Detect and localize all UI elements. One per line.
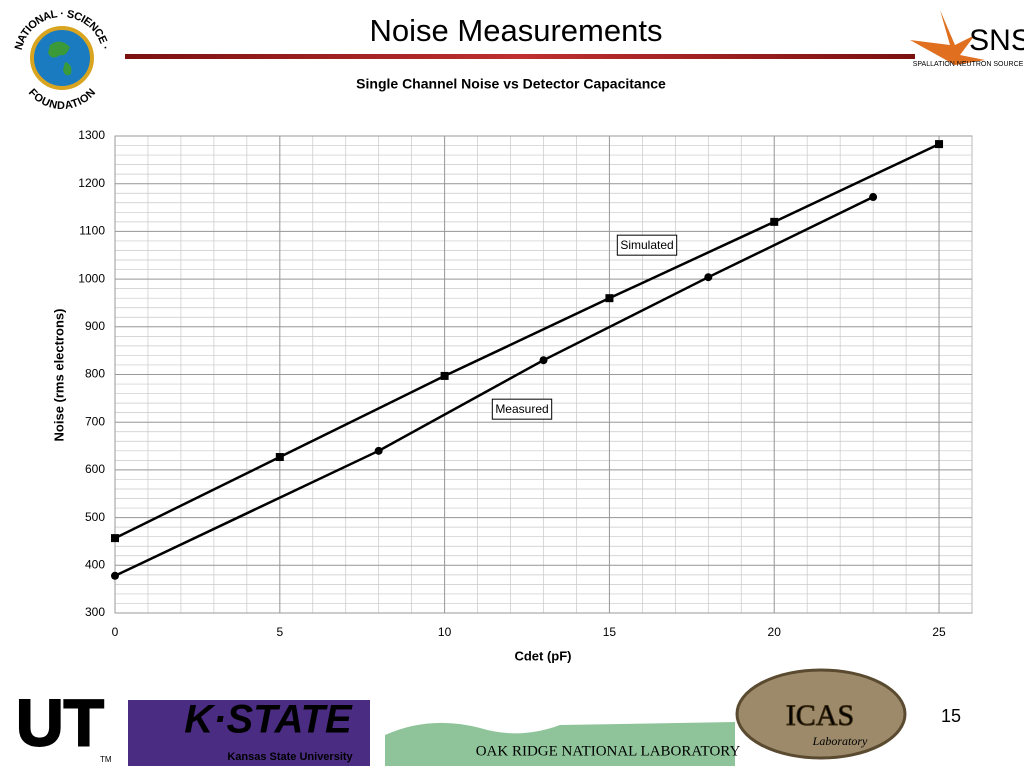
- series-label-box: [491, 398, 553, 420]
- marker: [111, 534, 119, 543]
- logo-text: OAK RIDGE NATIONAL LABORATORY: [476, 743, 741, 759]
- marker: [605, 294, 614, 303]
- y-axis-label: Noise (rms electrons): [51, 309, 66, 442]
- marker: [935, 140, 944, 149]
- y-tick-label: 900: [85, 319, 105, 333]
- marker: [275, 453, 284, 462]
- logo-text: UT: [16, 685, 104, 759]
- logo-text: SNS: [969, 24, 1024, 57]
- y-tick-label: 800: [85, 367, 105, 381]
- y-tick-label: 700: [85, 414, 105, 428]
- series-label: Simulated: [620, 238, 673, 252]
- y-tick-label: 1300: [78, 128, 105, 142]
- kstate-logo: K·STATE Kansas State University: [128, 698, 370, 766]
- marker: [704, 273, 713, 282]
- y-tick-label: 1200: [78, 176, 105, 190]
- x-tick-label: 0: [112, 625, 119, 639]
- logo-text: Kansas State University: [227, 751, 353, 763]
- chart-title: Single Channel Noise vs Detector Capacit…: [356, 76, 666, 92]
- marker: [539, 356, 548, 365]
- x-tick-label: 15: [603, 625, 617, 639]
- y-tick-label: 1100: [79, 224, 105, 238]
- logo-text: K·STATE: [184, 698, 353, 742]
- series-label-box: [616, 234, 678, 256]
- logo-text: FOUNDATION: [26, 86, 98, 112]
- sns-logo: SNS SPALLATION NEUTRON SOURCE: [910, 10, 1024, 68]
- y-tick-label: 1000: [78, 271, 105, 285]
- x-tick-label: 10: [438, 625, 452, 639]
- marker: [770, 217, 779, 226]
- ornl-logo: OAK RIDGE NATIONAL LABORATORY: [385, 722, 740, 766]
- ut-logo: UT TM: [15, 684, 112, 764]
- page-number: 15: [941, 706, 961, 726]
- y-tick-label: 500: [85, 510, 105, 524]
- logo-text: ICAS: [786, 699, 854, 732]
- x-tick-label: 5: [276, 625, 283, 639]
- chart: Single Channel Noise vs Detector Capacit…: [51, 76, 973, 663]
- x-tick-label: 25: [932, 625, 946, 639]
- icas-logo: ICAS Laboratory: [735, 668, 907, 760]
- marker: [111, 571, 119, 580]
- marker: [869, 193, 878, 202]
- logo-text: TM: [100, 755, 112, 764]
- nsf-logo: NATIONAL · SCIENCE · FOUNDATION: [13, 8, 111, 112]
- series-label: Measured: [495, 402, 548, 416]
- title-rule: [125, 54, 915, 59]
- y-tick-label: 300: [85, 605, 105, 619]
- series-line: [114, 142, 940, 540]
- marker: [440, 371, 449, 380]
- logo-text: FOUNDATION: [26, 86, 98, 112]
- y-tick-label: 600: [85, 462, 105, 476]
- y-tick-label: 400: [85, 557, 105, 571]
- x-axis-label: Cdet (pF): [514, 648, 571, 663]
- marker: [374, 446, 383, 455]
- x-tick-label: 20: [768, 625, 782, 639]
- slide-title: Noise Measurements: [370, 13, 663, 48]
- logo-text: SPALLATION NEUTRON SOURCE: [913, 61, 1024, 68]
- logo-text: Laboratory: [812, 734, 868, 748]
